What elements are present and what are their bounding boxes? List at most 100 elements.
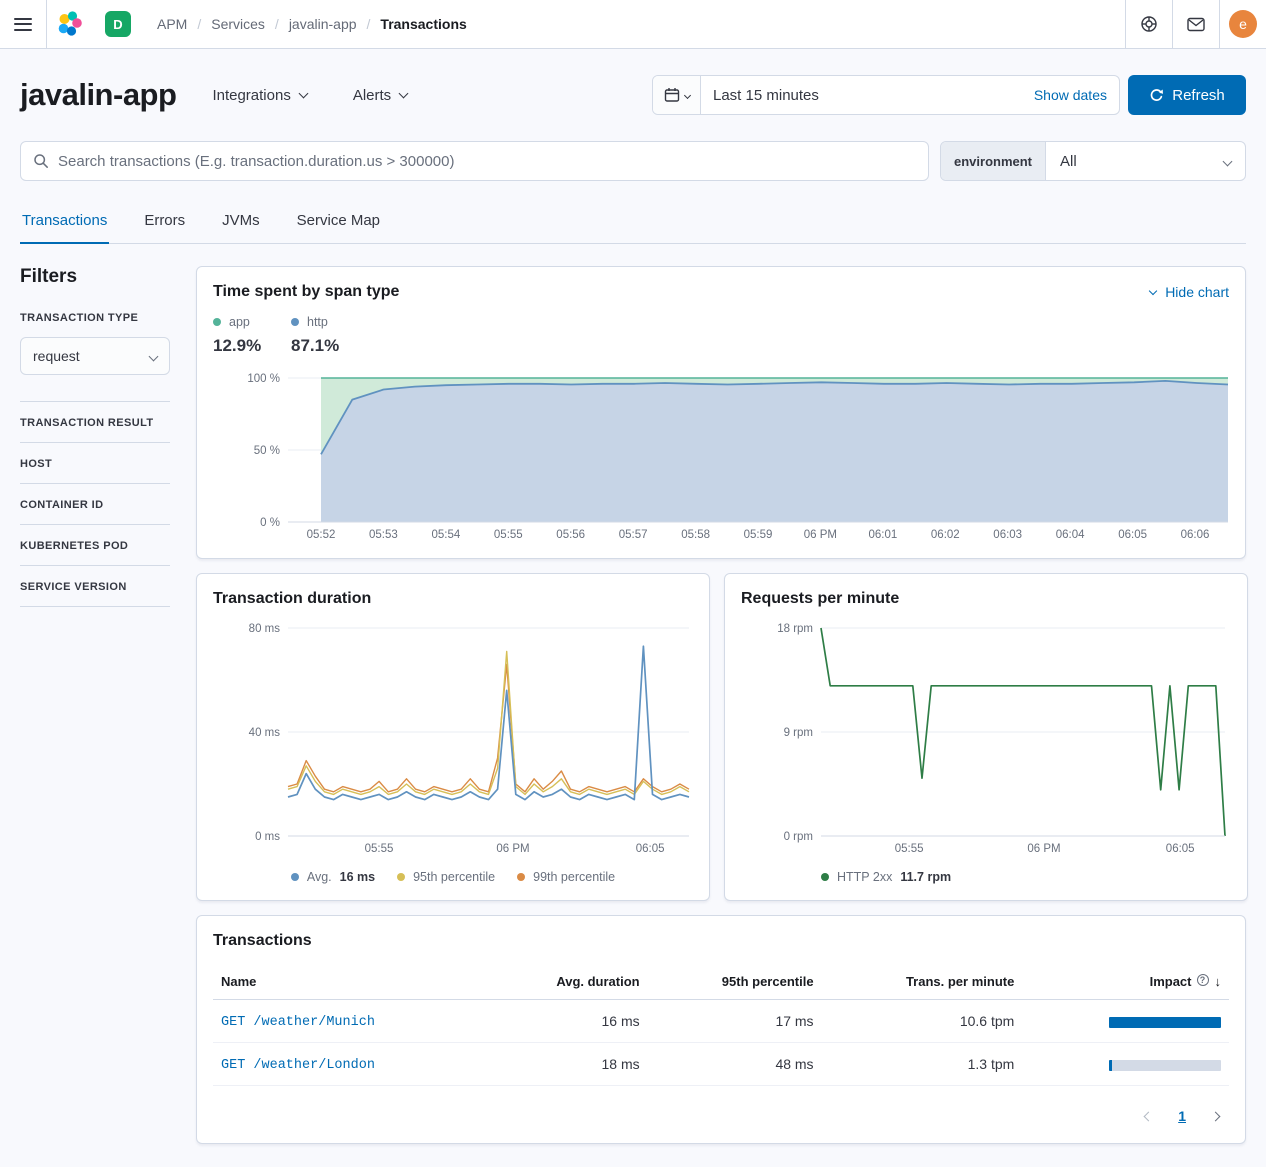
breadcrumb-services[interactable]: Services xyxy=(187,16,265,32)
elastic-home-button[interactable] xyxy=(47,0,93,48)
span-type-chart: 05:52 05:53 05:54 05:55 05:56 05:57 05:58 05:59… xyxy=(247,373,1229,541)
impact-cell xyxy=(1022,1042,1229,1086)
legend-item-p95[interactable]: 95th percentile xyxy=(397,870,495,884)
chevron-down-icon xyxy=(148,351,159,361)
search-icon xyxy=(34,154,48,168)
table-row: GET /weather/London 18 ms 48 ms 1.3 tpm xyxy=(213,1042,1229,1086)
mail-icon xyxy=(1187,17,1205,31)
menu-button[interactable] xyxy=(0,0,46,48)
transaction-duration-title: Transaction duration xyxy=(213,590,372,607)
search-transactions-input[interactable] xyxy=(58,152,916,170)
tab-service-map[interactable]: Service Map xyxy=(296,212,381,229)
svg-text:06:01: 06:01 xyxy=(869,529,898,541)
header-right: Last 15 minutes Show dates Refresh xyxy=(652,75,1246,115)
chevron-down-icon xyxy=(398,88,409,99)
hamburger-icon xyxy=(14,17,32,31)
refresh-label: Refresh xyxy=(1172,86,1225,104)
legend-label-http2xx: HTTP 2xx xyxy=(837,870,893,884)
transaction-type-value: request xyxy=(33,348,80,364)
refresh-button[interactable]: Refresh xyxy=(1128,75,1246,115)
previous-page-button[interactable] xyxy=(1141,1104,1156,1127)
svg-text:05:53: 05:53 xyxy=(369,529,398,541)
filter-service-version[interactable]: SERVICE VERSION xyxy=(20,566,170,607)
column-avg-duration[interactable]: Avg. duration xyxy=(487,964,648,1000)
svg-text:06:03: 06:03 xyxy=(993,529,1022,541)
user-menu-button[interactable]: e xyxy=(1220,0,1266,48)
content: Filters TRANSACTION TYPE request TRANSAC… xyxy=(20,266,1248,1156)
svg-text:0 %: 0 % xyxy=(260,517,280,529)
filter-host[interactable]: HOST xyxy=(20,443,170,484)
sort-desc-icon[interactable]: ↓ xyxy=(1214,974,1222,989)
transaction-link[interactable]: GET /weather/London xyxy=(221,1058,375,1073)
table-row: GET /weather/Munich 16 ms 17 ms 10.6 tpm xyxy=(213,999,1229,1043)
transaction-duration-chart: 05:55 06 PM 06:05 0 ms 40 ms 80 ms xyxy=(249,623,690,855)
column-trans-per-minute[interactable]: Trans. per minute xyxy=(821,964,1023,1000)
impact-bar xyxy=(1109,1016,1221,1028)
filter-transaction-result[interactable]: TRANSACTION RESULT xyxy=(20,402,170,443)
page-number[interactable]: 1 xyxy=(1178,1107,1186,1124)
span-type-title: Time spent by span type xyxy=(213,283,400,300)
hide-chart-label: Hide chart xyxy=(1165,284,1229,300)
column-name[interactable]: Name xyxy=(213,964,488,1000)
svg-text:05:56: 05:56 xyxy=(556,529,585,541)
space-badge[interactable]: D xyxy=(105,11,131,37)
impact-help-icon[interactable]: ? xyxy=(1196,974,1209,986)
environment-label: environment xyxy=(941,142,1047,180)
avg-duration-cell: 18 ms xyxy=(487,1042,648,1086)
svg-text:06:05: 06:05 xyxy=(1166,843,1195,855)
legend-item-http[interactable]: http 87.1% xyxy=(291,315,349,356)
tab-jvms[interactable]: JVMs xyxy=(222,212,260,229)
legend-pct-app: 12.9% xyxy=(213,336,262,355)
column-impact[interactable]: Impact? ↓ xyxy=(1022,964,1229,1000)
svg-text:06 PM: 06 PM xyxy=(496,843,529,855)
page-header: javalin-app Integrations Alerts xyxy=(20,75,1246,115)
svg-text:05:57: 05:57 xyxy=(619,529,648,541)
chevron-left-icon xyxy=(1143,1111,1154,1122)
svg-text:80 ms: 80 ms xyxy=(249,623,281,635)
svg-text:06:06: 06:06 xyxy=(1181,529,1210,541)
alerts-menu[interactable]: Alerts xyxy=(352,86,409,104)
column-95th-percentile[interactable]: 95th percentile xyxy=(647,964,822,1000)
svg-text:05:59: 05:59 xyxy=(744,529,773,541)
transaction-type-select[interactable]: request xyxy=(20,337,170,375)
filter-kubernetes-pod[interactable]: KUBERNETES POD xyxy=(20,525,170,566)
date-picker: Last 15 minutes Show dates xyxy=(652,75,1120,115)
panel-head: Time spent by span type Hide chart xyxy=(213,283,1229,301)
quick-select-button[interactable] xyxy=(653,76,701,114)
svg-text:100 %: 100 % xyxy=(247,373,280,385)
requests-per-minute-title: Requests per minute xyxy=(741,590,900,607)
p95-cell: 48 ms xyxy=(647,1042,822,1086)
legend-value-http2xx: 11.7 rpm xyxy=(900,870,952,884)
span-type-panel: Time spent by span type Hide chart app xyxy=(196,266,1246,559)
chevron-down-icon xyxy=(1222,156,1233,166)
integrations-menu[interactable]: Integrations xyxy=(212,87,309,104)
newsfeed-button[interactable] xyxy=(1173,0,1219,48)
breadcrumb-apm[interactable]: APM xyxy=(157,16,188,32)
svg-text:06:05: 06:05 xyxy=(1118,529,1147,541)
breadcrumb-service[interactable]: javalin-app xyxy=(265,16,357,32)
chevron-down-icon xyxy=(1148,286,1158,296)
tab-transactions[interactable]: Transactions xyxy=(20,199,110,244)
show-dates-link[interactable]: Show dates xyxy=(1033,87,1107,103)
svg-text:40 ms: 40 ms xyxy=(249,727,281,739)
svg-text:05:58: 05:58 xyxy=(681,529,710,541)
next-page-button[interactable] xyxy=(1208,1104,1223,1127)
environment-select[interactable]: All xyxy=(1046,142,1245,180)
tab-errors[interactable]: Errors xyxy=(144,212,186,229)
time-range-value[interactable]: Last 15 minutes xyxy=(713,86,819,104)
alerts-label: Alerts xyxy=(352,86,392,104)
filter-container-id[interactable]: CONTAINER ID xyxy=(20,484,170,525)
hide-chart-link[interactable]: Hide chart xyxy=(1148,284,1229,300)
svg-text:9 rpm: 9 rpm xyxy=(784,727,813,739)
transaction-link[interactable]: GET /weather/Munich xyxy=(221,1015,375,1030)
legend-item-http2xx[interactable]: HTTP 2xx 11.7 rpm xyxy=(821,870,951,884)
page: javalin-app Integrations Alerts xyxy=(0,75,1266,1156)
filters-title: Filters xyxy=(20,266,78,287)
help-button[interactable] xyxy=(1126,0,1172,48)
legend-item-avg[interactable]: Avg. 16 ms xyxy=(290,870,375,884)
legend-item-app[interactable]: app 12.9% xyxy=(213,315,271,356)
avg-duration-cell: 16 ms xyxy=(487,999,648,1043)
impact-bar-fill xyxy=(1109,1059,1113,1071)
legend-item-p99[interactable]: 99th percentile xyxy=(517,870,615,884)
search-row: environment All xyxy=(20,141,1246,181)
